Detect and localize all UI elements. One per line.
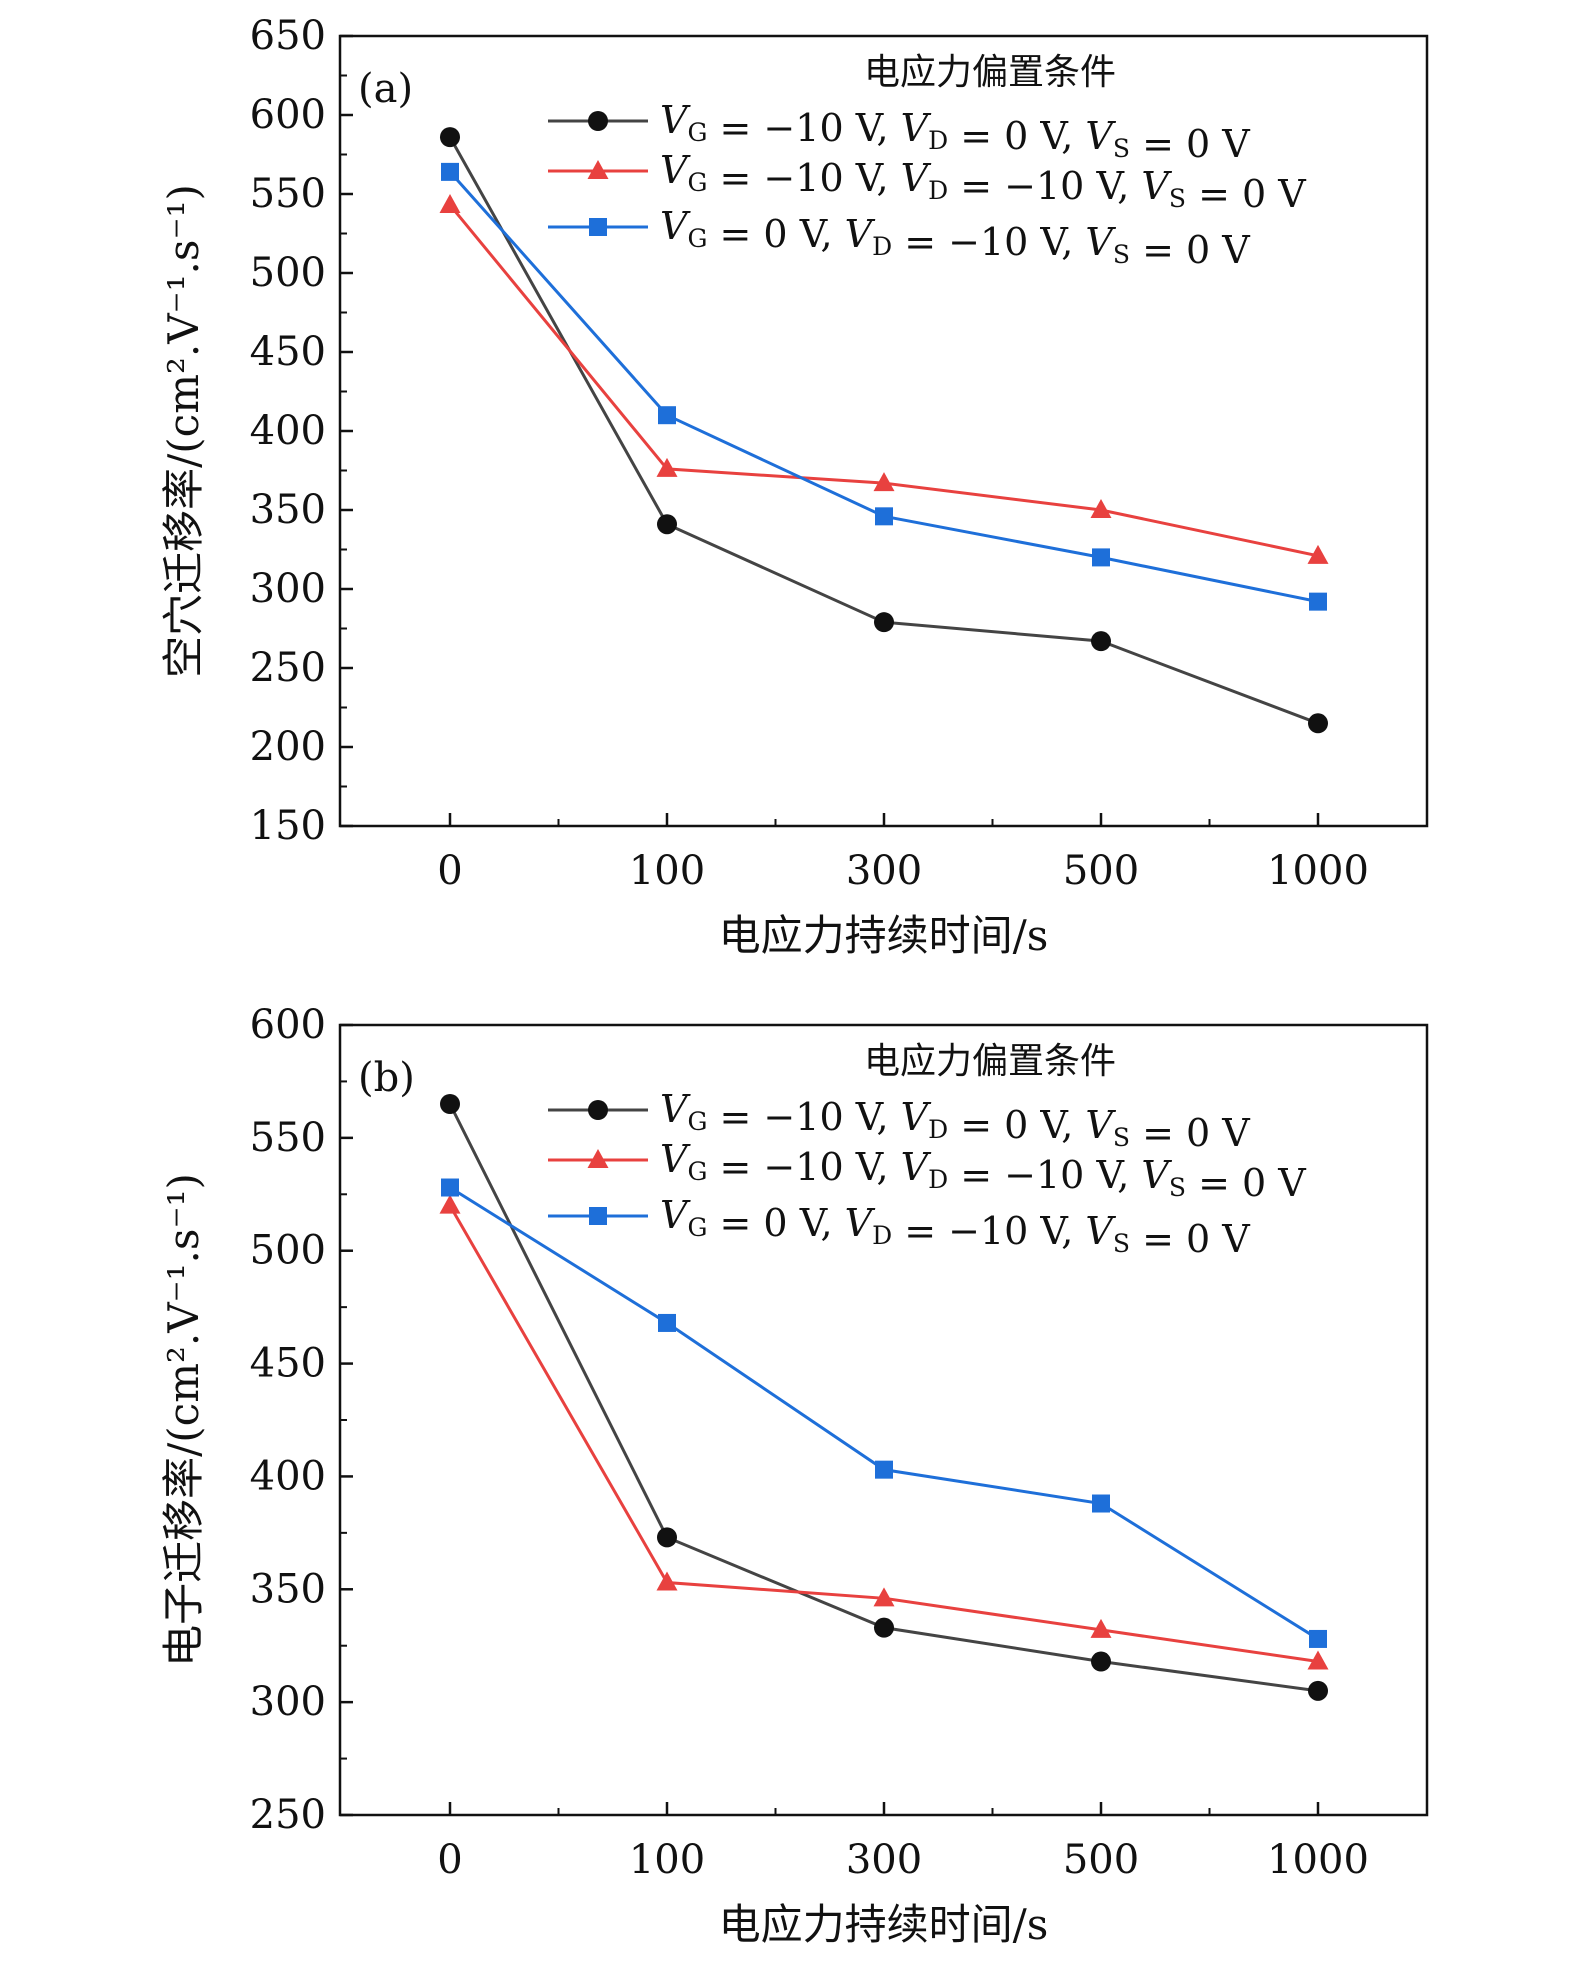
y-tick-label: 350 bbox=[250, 487, 326, 533]
y-tick-label: 600 bbox=[250, 1002, 326, 1048]
series-square bbox=[441, 1178, 1327, 1648]
legend-entry: VG = −10 V, VD = −10 V, VS = 0 V bbox=[548, 148, 1306, 216]
series-triangle bbox=[439, 194, 1329, 564]
x-tick-label: 100 bbox=[629, 848, 705, 894]
y-tick-label: 450 bbox=[250, 329, 326, 375]
legend-entry: VG = −10 V, VD = −10 V, VS = 0 V bbox=[548, 1137, 1306, 1205]
data-point-circle bbox=[874, 612, 894, 633]
data-point-circle bbox=[588, 1100, 608, 1120]
chart-panel-a: 150 200 250 300 350 400 450 500 550 600 650 0 100 300… bbox=[159, 13, 1429, 960]
data-point-triangle bbox=[587, 160, 609, 179]
data-point-square bbox=[1309, 1629, 1327, 1648]
data-point-circle bbox=[1308, 713, 1328, 734]
data-point-triangle bbox=[873, 472, 895, 492]
y-tick-label: 150 bbox=[250, 803, 326, 849]
y-axis-title: 电子迁移率/(cm².V⁻¹.s⁻¹) bbox=[159, 1173, 208, 1667]
x-tick-label: 300 bbox=[846, 848, 922, 894]
x-tick-label: 500 bbox=[1063, 848, 1139, 894]
y-tick-label: 500 bbox=[250, 1228, 326, 1274]
data-point-square bbox=[1092, 548, 1110, 567]
data-point-square bbox=[658, 1313, 676, 1332]
legend-label: VG = −10 V, VD = 0 V, VS = 0 V bbox=[660, 98, 1250, 166]
data-point-triangle bbox=[439, 194, 461, 214]
data-point-circle bbox=[657, 514, 677, 535]
series-circle bbox=[440, 127, 1328, 734]
y-tick-label: 500 bbox=[250, 250, 326, 296]
y-axis-title: 空穴迁移率/(cm².V⁻¹.s⁻¹) bbox=[159, 184, 208, 678]
legend-label: VG = 0 V, VD = −10 V, VS = 0 V bbox=[660, 1193, 1250, 1261]
legend-entry: VG = −10 V, VD = 0 V, VS = 0 V bbox=[548, 1087, 1250, 1155]
data-point-square bbox=[589, 218, 607, 236]
y-tick-label: 300 bbox=[250, 566, 326, 612]
series-line bbox=[448, 136, 1319, 725]
legend-entry: VG = −10 V, VD = 0 V, VS = 0 V bbox=[548, 98, 1250, 166]
y-tick-label: 450 bbox=[250, 1341, 326, 1387]
y-tick-label: 350 bbox=[250, 1566, 326, 1612]
legend-label: VG = −10 V, VD = −10 V, VS = 0 V bbox=[660, 148, 1306, 216]
y-tick-label: 200 bbox=[250, 724, 326, 770]
data-point-square bbox=[589, 1207, 607, 1225]
data-point-circle bbox=[1091, 1651, 1111, 1672]
y-tick-label: 400 bbox=[250, 408, 326, 454]
x-tick-label: 1000 bbox=[1267, 1837, 1369, 1883]
data-point-square bbox=[875, 507, 893, 526]
data-point-circle bbox=[588, 111, 608, 131]
data-point-triangle bbox=[439, 1194, 461, 1214]
x-tick-label: 100 bbox=[629, 1837, 705, 1883]
series-circle bbox=[440, 1094, 1328, 1701]
panel-label: (a) bbox=[358, 66, 413, 112]
legend-label: VG = −10 V, VD = 0 V, VS = 0 V bbox=[660, 1087, 1250, 1155]
legend-entry: VG = 0 V, VD = −10 V, VS = 0 V bbox=[548, 1193, 1250, 1261]
data-point-circle bbox=[1308, 1680, 1328, 1701]
data-point-circle bbox=[657, 1527, 677, 1548]
x-axis-title: 电应力持续时间/s bbox=[719, 911, 1049, 960]
data-point-triangle bbox=[1090, 499, 1112, 518]
legend-label: VG = −10 V, VD = −10 V, VS = 0 V bbox=[660, 1137, 1306, 1205]
chart-panel-b: 250 300 350 400 450 500 550 600 0 100 300 500 1000 电应… bbox=[159, 1002, 1429, 1949]
legend-label: VG = 0 V, VD = −10 V, VS = 0 V bbox=[660, 204, 1250, 272]
data-point-square bbox=[1309, 592, 1327, 611]
data-point-triangle bbox=[587, 1149, 609, 1168]
y-tick-label: 250 bbox=[250, 645, 326, 691]
panel-label: (b) bbox=[358, 1055, 415, 1101]
plot-frame bbox=[338, 34, 1429, 828]
x-tick-label: 300 bbox=[846, 1837, 922, 1883]
x-tick-label: 0 bbox=[437, 848, 462, 894]
data-point-circle bbox=[874, 1617, 894, 1638]
y-tick-label: 300 bbox=[250, 1679, 326, 1725]
series-square bbox=[441, 162, 1327, 611]
data-point-square bbox=[658, 406, 676, 425]
data-point-triangle bbox=[1307, 544, 1329, 564]
data-point-square bbox=[441, 1178, 459, 1197]
legend-title: 电应力偏置条件 bbox=[864, 1041, 1116, 1082]
x-axis-title: 电应力持续时间/s bbox=[719, 1900, 1049, 1949]
y-tick-label: 250 bbox=[250, 1792, 326, 1838]
legend-title: 电应力偏置条件 bbox=[864, 52, 1116, 93]
data-point-triangle bbox=[656, 457, 678, 477]
data-point-circle bbox=[440, 1094, 460, 1114]
y-tick-label: 400 bbox=[250, 1453, 326, 1499]
x-tick-label: 500 bbox=[1063, 1837, 1139, 1883]
y-tick-label: 550 bbox=[250, 171, 326, 217]
y-tick-label: 650 bbox=[250, 13, 326, 59]
plot-frame bbox=[338, 1023, 1429, 1817]
x-tick-label: 1000 bbox=[1267, 848, 1369, 894]
data-point-circle bbox=[1091, 631, 1111, 652]
data-point-square bbox=[441, 162, 459, 181]
series-triangle bbox=[439, 1194, 1329, 1670]
data-point-triangle bbox=[656, 1571, 678, 1591]
data-point-triangle bbox=[873, 1587, 895, 1607]
x-tick-label: 0 bbox=[437, 1837, 462, 1883]
data-point-triangle bbox=[1307, 1650, 1329, 1670]
data-point-circle bbox=[440, 127, 460, 148]
legend-entry: VG = 0 V, VD = −10 V, VS = 0 V bbox=[548, 204, 1250, 272]
data-point-square bbox=[1092, 1494, 1110, 1513]
data-point-square bbox=[875, 1460, 893, 1479]
data-point-triangle bbox=[1090, 1618, 1112, 1638]
y-tick-label: 600 bbox=[250, 92, 326, 138]
y-tick-label: 550 bbox=[250, 1115, 326, 1161]
